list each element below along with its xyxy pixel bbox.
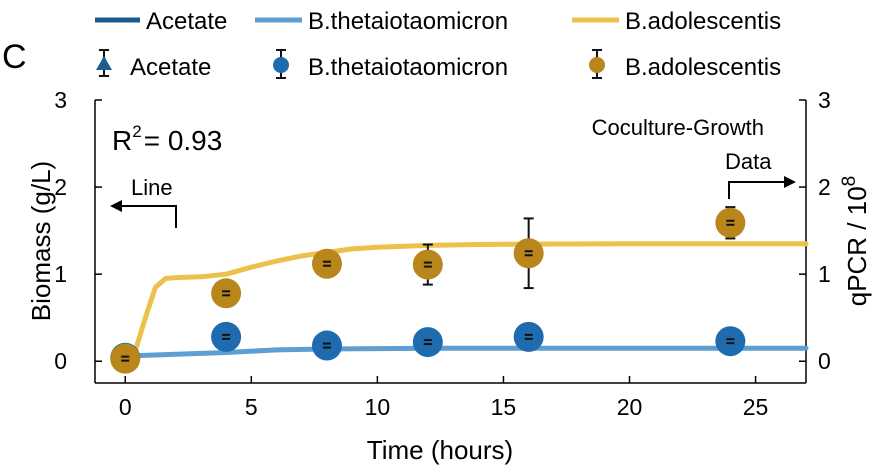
- r-squared-value: = 0.93: [144, 125, 223, 156]
- legend-marker-bthetaiotaomicron: [273, 49, 289, 79]
- data-arrow: [728, 176, 796, 199]
- y-tick-label: 1: [54, 261, 67, 287]
- x-axis-title: Time (hours): [367, 435, 513, 465]
- chart-title: Coculture-Growth: [592, 115, 764, 140]
- y2-axis-title-exponent: 8: [839, 176, 860, 187]
- x-tick-label: 20: [617, 394, 643, 420]
- x-tick-label: 15: [491, 394, 517, 420]
- legend-line-label-acetate: Acetate: [146, 8, 227, 35]
- y2-tick-label: 1: [818, 261, 831, 287]
- data-point-bthetaiotaomicron: [513, 321, 544, 352]
- y-tick-label: 3: [54, 87, 67, 113]
- r-squared-exponent: 2: [132, 122, 141, 141]
- data-point-bthetaiotaomicron: [412, 327, 443, 358]
- legend-line-label-badolescentis: B.adolescentis: [625, 8, 781, 35]
- y-axis-title: Biomass (g/L): [26, 161, 56, 321]
- line-arrow: [110, 200, 177, 228]
- axis-ticks: 0 5 10 15 20 25 0 1 2 3 0 1 2 3: [54, 87, 831, 420]
- y2-tick-label: 3: [818, 87, 831, 113]
- data-point-badolescentis: [211, 278, 242, 309]
- data-point-bthetaiotaomicron: [715, 326, 746, 357]
- data-point-bthetaiotaomicron: [311, 330, 342, 361]
- legend-marker-badolescentis: [589, 49, 605, 79]
- legend-marker-label-bthetaiotaomicron: B.thetaiotaomicron: [308, 54, 508, 81]
- r-squared-base: R: [112, 125, 132, 156]
- y2-tick-label: 0: [818, 348, 831, 374]
- data-point-badolescentis: [412, 243, 443, 286]
- data-point-badolescentis: [715, 206, 746, 240]
- data-point-bthetaiotaomicron: [211, 321, 242, 352]
- x-tick-label: 10: [365, 394, 391, 420]
- legend-marker-label-acetate: Acetate: [130, 54, 211, 81]
- y2-axis-title: qPCR / 108: [839, 176, 872, 307]
- data-annotation: Data: [725, 149, 772, 174]
- plot-area: [110, 206, 809, 374]
- y2-axis-title-base: qPCR / 10: [842, 186, 872, 306]
- line-annotation: Line: [131, 175, 173, 200]
- x-tick-label: 0: [119, 394, 132, 420]
- data-point-badolescentis: [110, 343, 141, 374]
- data-point-badolescentis: [311, 248, 342, 279]
- legend: Acetate B.thetaiotaomicron B.adolescenti…: [95, 8, 781, 81]
- legend-marker-label-badolescentis: B.adolescentis: [625, 54, 781, 81]
- r-squared-label: R2= 0.93: [112, 122, 222, 156]
- y2-tick-label: 2: [818, 174, 831, 200]
- y-tick-label: 2: [54, 174, 67, 200]
- line-series-bthetaiotaomicron: [122, 345, 809, 359]
- x-tick-label: 25: [743, 394, 769, 420]
- legend-line-label-bthetaiotaomicron: B.thetaiotaomicron: [308, 8, 508, 35]
- data-point-badolescentis: [513, 217, 544, 290]
- y-tick-label: 0: [54, 348, 67, 374]
- x-tick-label: 5: [245, 394, 258, 420]
- legend-marker-acetate: [96, 49, 112, 77]
- panel-label: C: [2, 38, 27, 76]
